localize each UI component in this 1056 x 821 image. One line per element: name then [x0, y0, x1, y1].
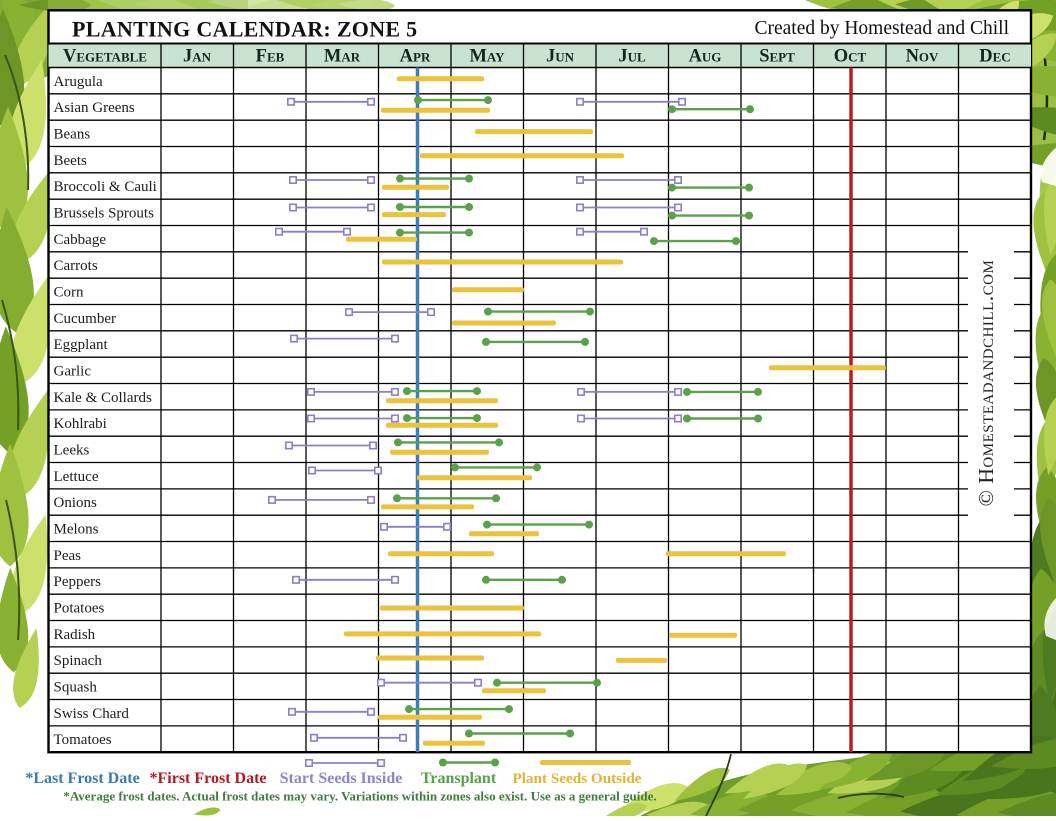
svg-text:Lettuce: Lettuce [54, 469, 99, 485]
svg-text:Radish: Radish [54, 627, 96, 643]
svg-text:Nov: Nov [906, 47, 939, 67]
svg-text:Apr: Apr [400, 47, 431, 67]
svg-text:Dec: Dec [979, 47, 1010, 67]
svg-text:Created by Homestead and Chill: Created by Homestead and Chill [754, 18, 1009, 39]
svg-text:Cabbage: Cabbage [54, 232, 107, 248]
svg-text:Onions: Onions [54, 495, 98, 511]
svg-text:*First Frost Date: *First Frost Date [150, 770, 267, 787]
svg-text:Peas: Peas [54, 548, 82, 564]
svg-text:Mar: Mar [324, 47, 361, 67]
svg-text:Carrots: Carrots [54, 258, 98, 274]
svg-text:Vegetable: Vegetable [63, 47, 147, 67]
svg-text:Oct: Oct [834, 47, 867, 67]
svg-text:Potatoes: Potatoes [54, 601, 105, 617]
svg-text:Melons: Melons [54, 522, 99, 538]
svg-text:May: May [469, 47, 505, 67]
svg-text:Beans: Beans [54, 127, 91, 143]
svg-text:Kohlrabi: Kohlrabi [54, 416, 107, 432]
svg-text:Peppers: Peppers [54, 574, 102, 590]
svg-text:Leeks: Leeks [54, 443, 90, 459]
svg-text:Plant Seeds Outside: Plant Seeds Outside [512, 770, 641, 787]
svg-text:Feb: Feb [256, 47, 285, 67]
svg-text:Jun: Jun [546, 47, 575, 67]
svg-text:*Average frost dates. Actual f: *Average frost dates. Actual frost dates… [63, 789, 656, 804]
svg-text:Garlic: Garlic [54, 364, 92, 380]
svg-text:© Homesteadandchill.com: © Homesteadandchill.com [974, 260, 998, 507]
svg-text:Corn: Corn [54, 285, 85, 301]
svg-text:Spinach: Spinach [54, 653, 103, 669]
svg-text:Swiss Chard: Swiss Chard [54, 706, 130, 722]
svg-text:Aug: Aug [689, 47, 722, 67]
svg-text:Cucumber: Cucumber [54, 311, 116, 327]
svg-text:Beets: Beets [54, 153, 87, 169]
svg-text:Broccoli & Cauli: Broccoli & Cauli [54, 179, 157, 195]
svg-text:*Last Frost Date: *Last Frost Date [25, 770, 139, 787]
svg-text:Eggplant: Eggplant [54, 337, 109, 353]
svg-text:Jul: Jul [618, 47, 646, 67]
svg-text:Tomatoes: Tomatoes [54, 732, 112, 748]
svg-text:Brussels Sprouts: Brussels Sprouts [54, 206, 155, 222]
svg-text:Transplant: Transplant [421, 770, 497, 787]
svg-text:Squash: Squash [54, 680, 98, 696]
svg-text:Sept: Sept [759, 47, 795, 67]
svg-text:Jan: Jan [183, 47, 212, 67]
svg-text:Arugula: Arugula [54, 74, 103, 90]
svg-text:Start Seeds Inside: Start Seeds Inside [280, 770, 403, 787]
svg-text:Kale & Collards: Kale & Collards [54, 390, 152, 406]
svg-text:Asian Greens: Asian Greens [54, 100, 135, 116]
svg-text:PLANTING CALENDAR: ZONE 5: PLANTING CALENDAR: ZONE 5 [72, 17, 417, 42]
